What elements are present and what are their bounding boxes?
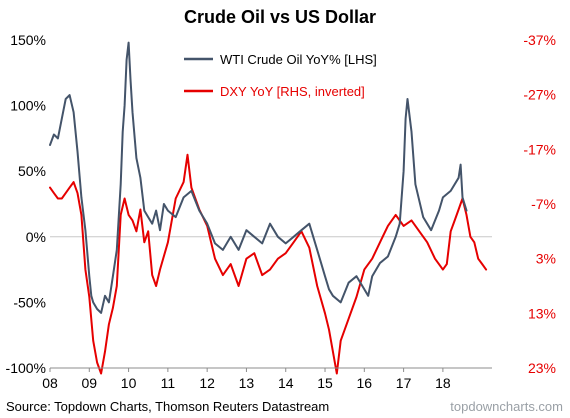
y-left-tick-label: 100% xyxy=(10,98,46,114)
x-tick-label: 16 xyxy=(357,375,373,391)
x-tick-label: 08 xyxy=(42,375,58,391)
x-tick-label: 09 xyxy=(81,375,97,391)
y-right-tick-label: 13% xyxy=(528,305,556,321)
x-tick-label: 10 xyxy=(121,375,137,391)
y-left-tick-label: 150% xyxy=(10,32,46,48)
y-left-tick-label: 50% xyxy=(18,163,46,179)
x-tick-label: 17 xyxy=(396,375,412,391)
x-tick-label: 18 xyxy=(435,375,451,391)
legend: WTI Crude Oil YoY% [LHS] DXY YoY [RHS, i… xyxy=(184,52,377,99)
legend-label-dxy: DXY YoY [RHS, inverted] xyxy=(220,84,365,99)
x-tick-label: 13 xyxy=(239,375,255,391)
y-right-tick-label: 3% xyxy=(536,251,556,267)
y-left-tick-label: -50% xyxy=(13,294,46,310)
series-line-wti xyxy=(49,41,468,314)
series-line-dxy xyxy=(49,153,488,375)
x-tick-label: 12 xyxy=(199,375,215,391)
y-right-tick-label: -7% xyxy=(531,196,556,212)
x-tick-label: 11 xyxy=(161,375,176,391)
y-right-tick-label: -27% xyxy=(523,87,556,103)
watermark: topdowncharts.com xyxy=(450,399,563,414)
y-right-tick-label: -17% xyxy=(523,141,556,157)
y-right-tick-label: -37% xyxy=(523,32,556,48)
legend-label-wti: WTI Crude Oil YoY% [LHS] xyxy=(220,52,377,67)
x-tick-label: 14 xyxy=(278,375,294,391)
y-left-tick-label: -100% xyxy=(6,360,46,376)
x-tick-label: 15 xyxy=(317,375,333,391)
y-right-tick-label: 23% xyxy=(528,360,556,376)
source-note: Source: Topdown Charts, Thomson Reuters … xyxy=(6,399,329,414)
y-left-tick-label: 0% xyxy=(26,229,46,245)
chart-title: Crude Oil vs US Dollar xyxy=(184,7,376,27)
